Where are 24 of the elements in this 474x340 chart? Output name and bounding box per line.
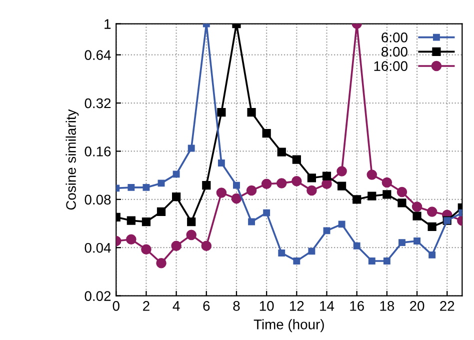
- x-tick-label: 16: [350, 301, 364, 311]
- x-tick-label: 4: [172, 301, 180, 311]
- x-tick-label: 6: [203, 301, 210, 311]
- x-tick-label: 12: [290, 301, 304, 311]
- y-tick-label: 0.02: [84, 291, 111, 301]
- legend-label: 16:00: [374, 61, 408, 72]
- legend-label: 8:00: [382, 46, 408, 57]
- legend-label: 6:00: [382, 32, 408, 42]
- x-tick-label: 0: [112, 301, 120, 311]
- y-tick-label: 0.04: [84, 242, 111, 253]
- x-tick-label: 22: [440, 301, 454, 311]
- x-tick-label: 10: [260, 301, 274, 311]
- x-tick-label: 8: [233, 301, 240, 311]
- y-tick-label: 1: [104, 19, 111, 29]
- y-tick-label: 0.64: [84, 50, 111, 60]
- y-tick-label: 0.32: [84, 98, 111, 108]
- x-tick-label: 20: [410, 301, 424, 311]
- x-axis-title: Time (hour): [254, 319, 324, 332]
- y-tick-label: 0.16: [84, 146, 111, 156]
- x-tick-label: 18: [380, 301, 394, 311]
- y-tick-label: 0.08: [84, 194, 111, 205]
- x-tick-label: 2: [143, 301, 150, 311]
- x-tick-label: 14: [320, 301, 334, 311]
- y-axis-title: Cosine similarity: [66, 109, 79, 210]
